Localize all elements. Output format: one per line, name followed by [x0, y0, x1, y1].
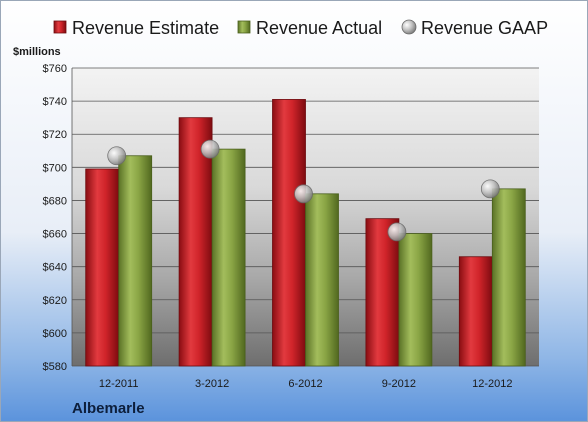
x-tick-label: 6-2012 [288, 378, 322, 390]
y-tick-label: $700 [43, 162, 67, 174]
x-axis-tick-labels: 12-2011 3-2012 6-2012 9-2012 12-2012 [99, 378, 513, 390]
y-tick-label: $600 [43, 328, 67, 340]
y-tick-label: $720 [43, 129, 67, 141]
y-axis-unit-label: $millions [13, 46, 61, 58]
y-tick-label: $640 [43, 262, 67, 274]
gaap-markers [107, 139, 500, 242]
legend: Revenue Estimate Revenue Actual Revenue GA… [53, 18, 548, 38]
actual-bar [491, 188, 526, 367]
legend-swatch [401, 19, 417, 35]
estimate-bar [85, 168, 120, 367]
y-tick-label: $760 [43, 63, 67, 75]
legend-swatch [237, 20, 251, 34]
bars [85, 99, 526, 367]
legend-label: Revenue Estimate [72, 18, 219, 38]
y-tick-label: $620 [43, 295, 67, 307]
x-tick-label: 12-2012 [472, 378, 512, 390]
estimate-bar [458, 256, 493, 367]
legend-label: Revenue GAAP [421, 18, 548, 38]
actual-bar [305, 193, 339, 367]
estimate-bar [272, 99, 306, 367]
y-tick-label: $660 [43, 229, 67, 241]
y-axis-tick-labels: $580 $600 $620 $640 $660 $680 $700 $720 $740 $760 [43, 63, 67, 373]
x-tick-label: 12-2011 [99, 378, 139, 390]
estimate-bar [178, 117, 213, 367]
x-tick-label: 3-2012 [195, 378, 229, 390]
gaap-marker [480, 179, 500, 199]
y-tick-label: $680 [43, 195, 67, 207]
company-name: Albemarle [72, 400, 145, 417]
gaap-marker [294, 184, 313, 204]
actual-bar [118, 155, 153, 367]
gaap-marker [387, 222, 407, 242]
legend-label: Revenue Actual [256, 18, 382, 38]
actual-bar [211, 148, 246, 367]
x-tick-label: 9-2012 [382, 378, 416, 390]
legend-swatch [53, 20, 67, 34]
actual-bar [398, 233, 433, 367]
estimate-bar [365, 218, 400, 367]
y-tick-label: $580 [43, 361, 67, 373]
y-tick-label: $740 [43, 96, 67, 108]
gaap-marker [107, 146, 127, 166]
gaap-marker [200, 139, 220, 159]
